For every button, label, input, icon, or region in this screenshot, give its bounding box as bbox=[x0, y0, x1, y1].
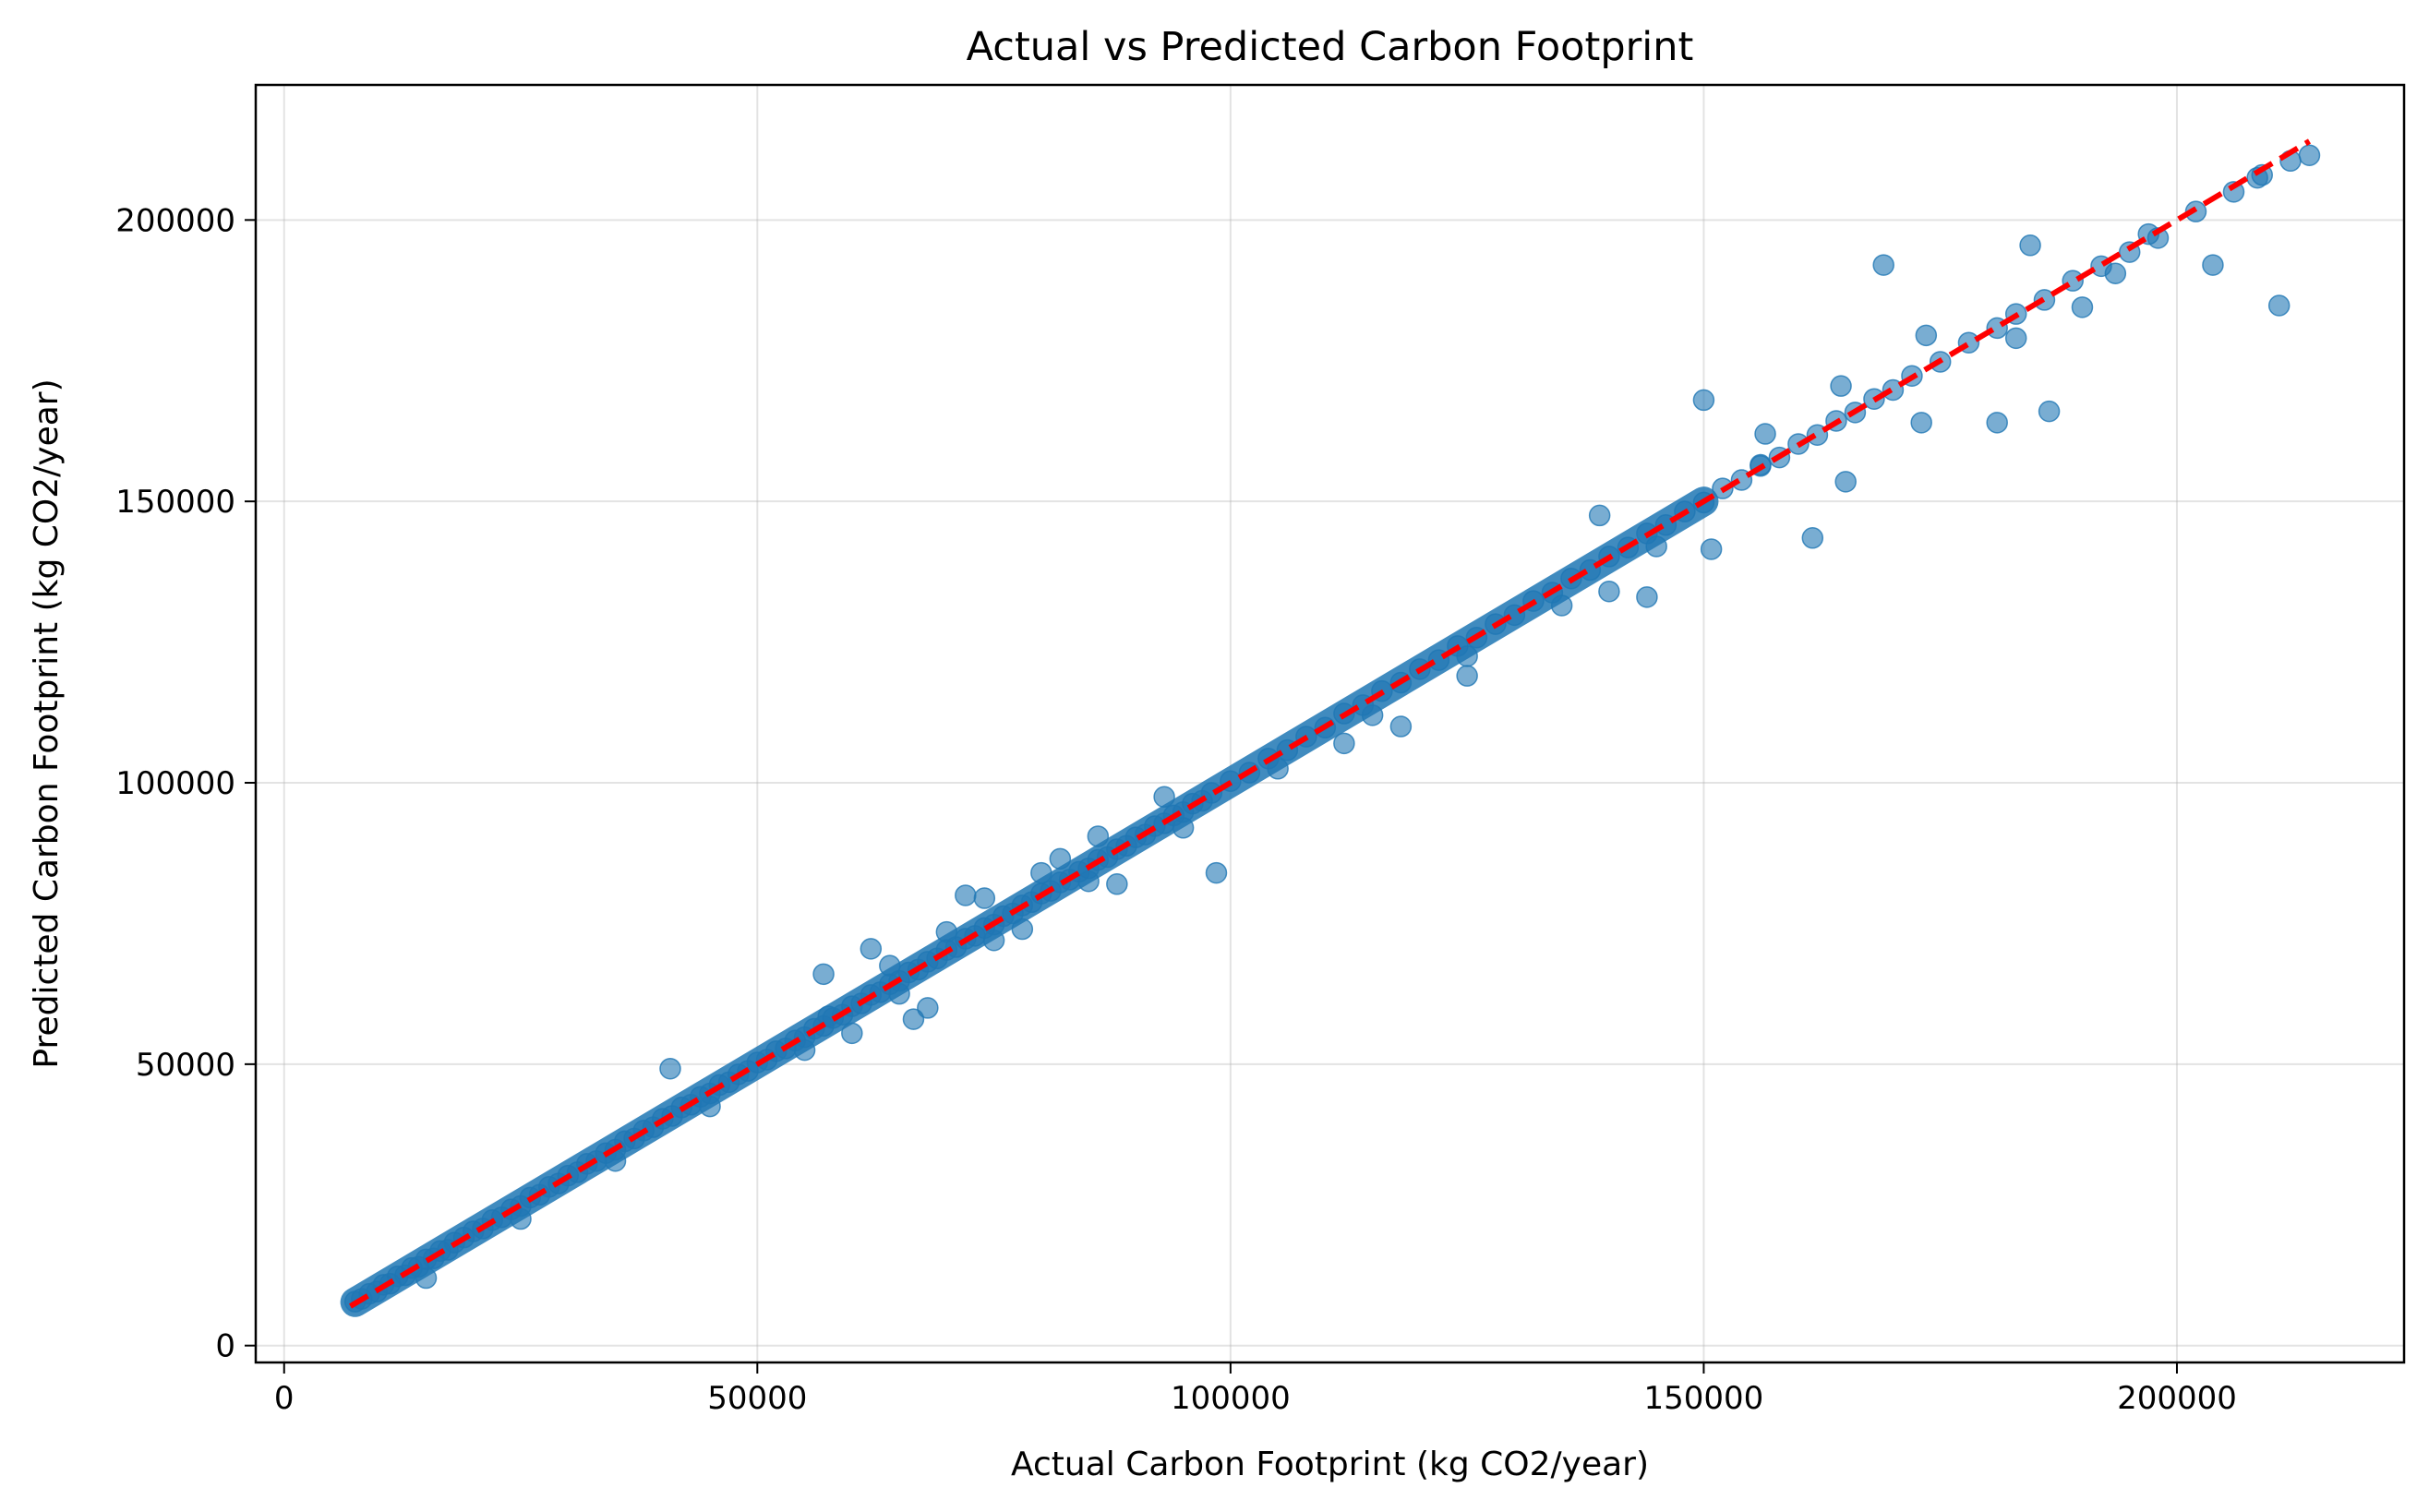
scatter-point bbox=[973, 887, 996, 909]
scatter-point bbox=[1049, 847, 1072, 870]
scatter-point bbox=[510, 1207, 532, 1230]
scatter-point bbox=[1636, 586, 1658, 608]
scatter-point bbox=[1915, 324, 1938, 347]
scatter-point bbox=[1333, 732, 1355, 755]
scatter-point bbox=[917, 997, 939, 1019]
scatter-point bbox=[888, 982, 910, 1005]
scatter-point bbox=[1986, 412, 2008, 434]
plot-frame bbox=[254, 83, 2406, 1364]
y-tick-label: 100000 bbox=[115, 765, 235, 802]
scatter-point bbox=[1834, 471, 1857, 493]
x-tick-label: 100000 bbox=[1171, 1380, 1291, 1417]
scatter-point bbox=[1011, 918, 1034, 941]
x-tick-label: 200000 bbox=[2117, 1380, 2237, 1417]
scatter-point bbox=[1801, 527, 1824, 549]
scatter-point bbox=[1087, 825, 1110, 847]
scatter-point bbox=[1361, 704, 1384, 726]
scatter-point bbox=[860, 938, 883, 960]
scatter-point bbox=[812, 963, 835, 986]
scatter-point bbox=[1872, 254, 1894, 276]
scatter-point bbox=[659, 1057, 681, 1080]
scatter-points bbox=[340, 144, 2321, 1317]
scatter-point bbox=[2019, 234, 2041, 257]
scatter-point bbox=[1550, 594, 1573, 617]
axis-ticks: 0 50000 100000 150000 200000 0 50000 100000 1500… bbox=[115, 202, 2237, 1417]
scatter-point bbox=[1389, 715, 1413, 738]
scatter-point bbox=[1153, 786, 1175, 809]
grid bbox=[256, 85, 2404, 1362]
scatter-point bbox=[1030, 861, 1052, 884]
scatter-point bbox=[2104, 262, 2127, 284]
x-tick-label: 150000 bbox=[1644, 1380, 1764, 1417]
scatter-point bbox=[699, 1095, 721, 1118]
scatter-point bbox=[1588, 504, 1611, 527]
reference-line-layer bbox=[348, 138, 2312, 1309]
scatter-point bbox=[1692, 389, 1715, 412]
reference-line bbox=[348, 138, 2312, 1309]
scatter-point bbox=[1205, 861, 1228, 884]
y-axis-label: Predicted Carbon Footprint (kg CO2/year) bbox=[28, 378, 66, 1068]
scatter-point bbox=[1077, 870, 1100, 893]
scatter-point bbox=[1645, 535, 1667, 558]
x-axis-label: Actual Carbon Footprint (kg CO2/year) bbox=[1011, 1446, 1649, 1483]
scatter-point bbox=[935, 920, 958, 943]
scatter-point bbox=[1754, 423, 1776, 445]
y-tick-label: 0 bbox=[215, 1328, 235, 1365]
y-tick-label: 150000 bbox=[115, 484, 235, 521]
y-tick-label: 50000 bbox=[136, 1047, 235, 1084]
scatter-point bbox=[1267, 758, 1289, 780]
scatter-point bbox=[2071, 296, 2094, 318]
scatter-point bbox=[1700, 538, 1723, 560]
scatter-point bbox=[2038, 400, 2061, 423]
scatter-point bbox=[1106, 873, 1128, 895]
scatter-point bbox=[793, 1038, 816, 1062]
scatter-point bbox=[879, 954, 901, 977]
scatter-point bbox=[1456, 665, 1478, 687]
scatter-point bbox=[1830, 375, 1852, 397]
scatter-point bbox=[2202, 254, 2224, 276]
scatter-point bbox=[2004, 327, 2027, 350]
scatter-point bbox=[1172, 817, 1195, 839]
scatter-point bbox=[902, 1008, 925, 1030]
x-tick-label: 0 bbox=[274, 1380, 295, 1417]
scatter-point bbox=[1910, 412, 1932, 434]
scatter-point bbox=[2267, 294, 2291, 317]
scatter-point bbox=[2298, 144, 2321, 166]
scatter-point bbox=[955, 884, 977, 906]
scatter-point bbox=[841, 1022, 863, 1045]
chart-title: Actual vs Predicted Carbon Footprint bbox=[967, 24, 1694, 70]
y-tick-label: 200000 bbox=[115, 202, 235, 239]
scatter-point bbox=[415, 1266, 438, 1290]
scatter-point bbox=[2246, 166, 2268, 189]
x-tick-label: 50000 bbox=[707, 1380, 807, 1417]
scatter-point bbox=[1598, 580, 1620, 603]
scatter-point bbox=[982, 929, 1005, 952]
